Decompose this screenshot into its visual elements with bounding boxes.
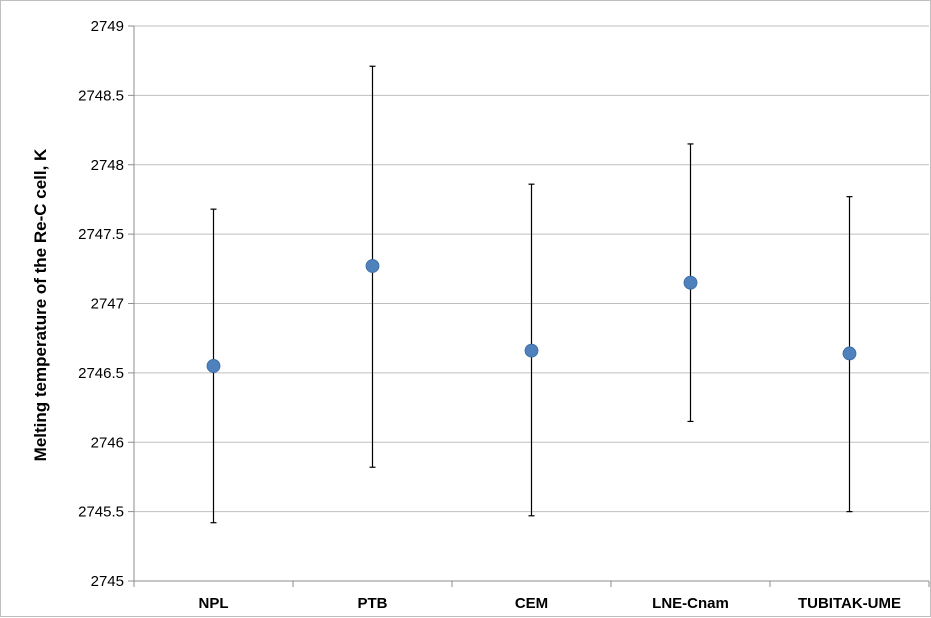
error-bars — [210, 65, 853, 524]
data-point — [842, 346, 857, 361]
y-tick-label: 2745.5 — [78, 504, 124, 521]
data-points — [206, 259, 857, 373]
data-point — [524, 343, 539, 358]
y-tick-label: 2748 — [91, 157, 124, 174]
y-axis-label: Melting temperature of the Re-C cell, K — [31, 148, 50, 461]
y-tick-label: 2746 — [91, 434, 124, 451]
y-tick-label: 2748.5 — [78, 87, 124, 104]
data-point — [683, 275, 698, 290]
data-point — [365, 259, 380, 273]
data-point — [206, 359, 221, 373]
x-tick-label: CEM — [515, 595, 548, 612]
x-tick-label: PTB — [358, 595, 388, 612]
axes — [128, 25, 930, 587]
x-tick-label: TUBITAK-UME — [798, 595, 901, 612]
x-tick-labels: NPL PTB CEM LNE-Cnam TUBITAK-UME — [199, 595, 902, 612]
y-tick-label: 2745 — [91, 573, 124, 590]
y-tick-labels: 2745 2745.5 2746 2746.5 2747 2747.5 2748 2748.5… — [78, 18, 124, 590]
y-tick-label: 2747 — [91, 296, 124, 313]
y-tick-label: 2747.5 — [78, 226, 124, 243]
y-tick-label: 2746.5 — [78, 365, 124, 382]
x-tick-label: LNE-Cnam — [652, 595, 729, 612]
x-tick-label: NPL — [199, 595, 229, 612]
y-tick-label: 2749 — [91, 18, 124, 35]
